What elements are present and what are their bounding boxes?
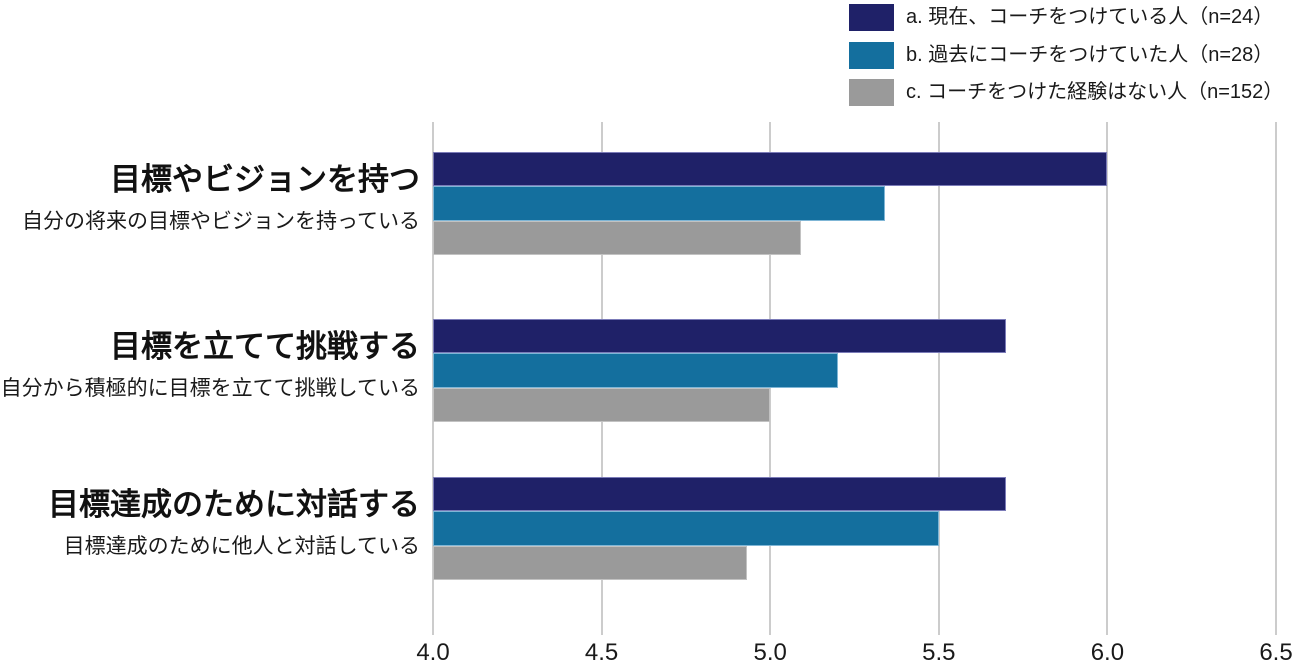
gridline [1106, 122, 1109, 635]
bar-series-b [433, 186, 885, 221]
legend-item: b. 過去にコーチをつけていた人（n=28） [849, 41, 1283, 69]
gridline [1275, 122, 1277, 635]
bar-series-b [433, 511, 939, 546]
bar-group [433, 319, 1276, 422]
x-tick-label: 6.5 [1259, 639, 1293, 666]
category-subtitle: 自分から積極的に目標を立てて挑戦している [0, 377, 420, 400]
bar-series-a [433, 319, 1007, 354]
legend-swatch-icon [849, 4, 894, 31]
bar-series-a [433, 152, 1108, 187]
bar-series-c [433, 220, 801, 255]
category-label: 目標やビジョンを持つ自分の将来の目標やビジョンを持っている [22, 160, 420, 236]
category-label: 目標を立てて挑戦する自分から積極的に目標を立てて挑戦している [1, 327, 420, 403]
legend-item: a. 現在、コーチをつけている人（n=24） [849, 4, 1283, 31]
category-label: 目標達成のために対話する目標達成のために他人と対話している [48, 485, 420, 561]
bar-group [433, 152, 1276, 255]
x-tick-label: 4.5 [584, 639, 619, 666]
chart-legend: a. 現在、コーチをつけている人（n=24） b. 過去にコーチをつけていた人（n… [849, 4, 1283, 117]
legend-label: b. 過去にコーチをつけていた人（n=28） [906, 43, 1274, 66]
plot-area [432, 122, 1277, 635]
bar-series-c [433, 387, 771, 422]
gridline [937, 122, 940, 635]
legend-label: a. 現在、コーチをつけている人（n=24） [906, 6, 1274, 28]
category-title: 目標やビジョンを持つ [110, 162, 420, 197]
bar-series-b [433, 353, 838, 388]
x-tick-label: 5.5 [922, 639, 956, 666]
bar-series-a [433, 477, 1007, 512]
legend-swatch-icon [849, 41, 894, 69]
bar-series-c [433, 545, 747, 580]
legend-item: c. コーチをつけた経験はない人（n=152） [849, 79, 1283, 106]
category-title: 目標を立てて挑戦する [110, 329, 420, 364]
category-title: 目標達成のために対話する [48, 487, 420, 522]
x-tick-label: 5.0 [753, 639, 787, 666]
x-tick-label: 4.0 [416, 639, 450, 666]
x-tick-label: 6.0 [1090, 639, 1125, 666]
legend-label: c. コーチをつけた経験はない人（n=152） [906, 81, 1284, 103]
category-subtitle: 目標達成のために他人と対話している [63, 535, 420, 558]
bar-group [433, 477, 1276, 580]
category-subtitle: 自分の将来の目標やビジョンを持っている [22, 210, 420, 233]
legend-swatch-icon [849, 79, 894, 106]
